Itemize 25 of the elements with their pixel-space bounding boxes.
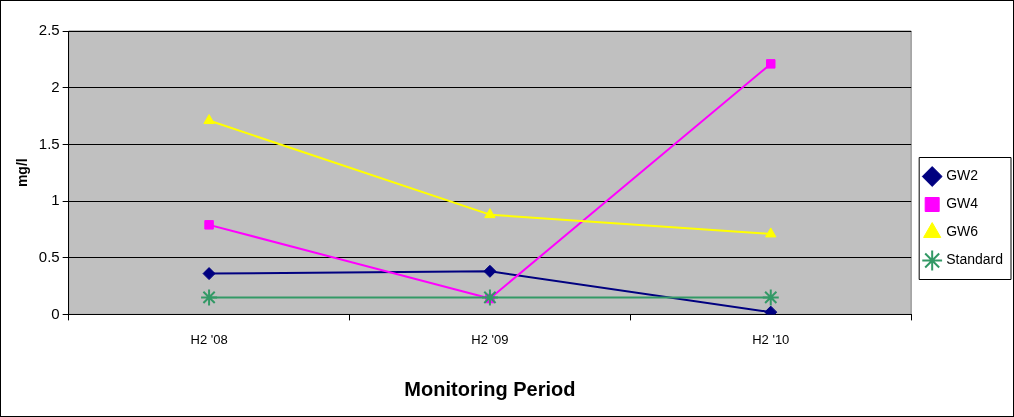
point <box>765 227 777 238</box>
point <box>483 264 497 278</box>
y-tick-label: 2 <box>51 77 60 95</box>
y-tick-label: 0 <box>51 304 60 322</box>
legend-label: Standard <box>946 251 1004 268</box>
x-tick-label: H2 '08 <box>190 331 228 347</box>
point <box>202 267 216 281</box>
x-tick-label: H2 '10 <box>752 331 790 347</box>
y-tick-label: 2.5 <box>38 21 60 39</box>
point <box>484 208 496 219</box>
point <box>761 288 780 307</box>
y-axis-title: mg/l <box>14 158 31 188</box>
x-tick-label: H2 '09 <box>471 331 509 347</box>
legend-label: GW4 <box>946 195 979 212</box>
point <box>766 59 776 69</box>
x-axis-title: Monitoring Period <box>404 377 576 400</box>
point <box>200 288 219 307</box>
y-tick-label: 0.5 <box>38 247 60 265</box>
y-tick-label: 1 <box>51 191 60 209</box>
y-tick-label: 1.5 <box>38 134 60 152</box>
point <box>480 288 499 307</box>
legend-label: GW2 <box>946 167 979 184</box>
point <box>203 114 215 125</box>
point <box>204 220 214 230</box>
legend-label: GW6 <box>946 223 979 240</box>
